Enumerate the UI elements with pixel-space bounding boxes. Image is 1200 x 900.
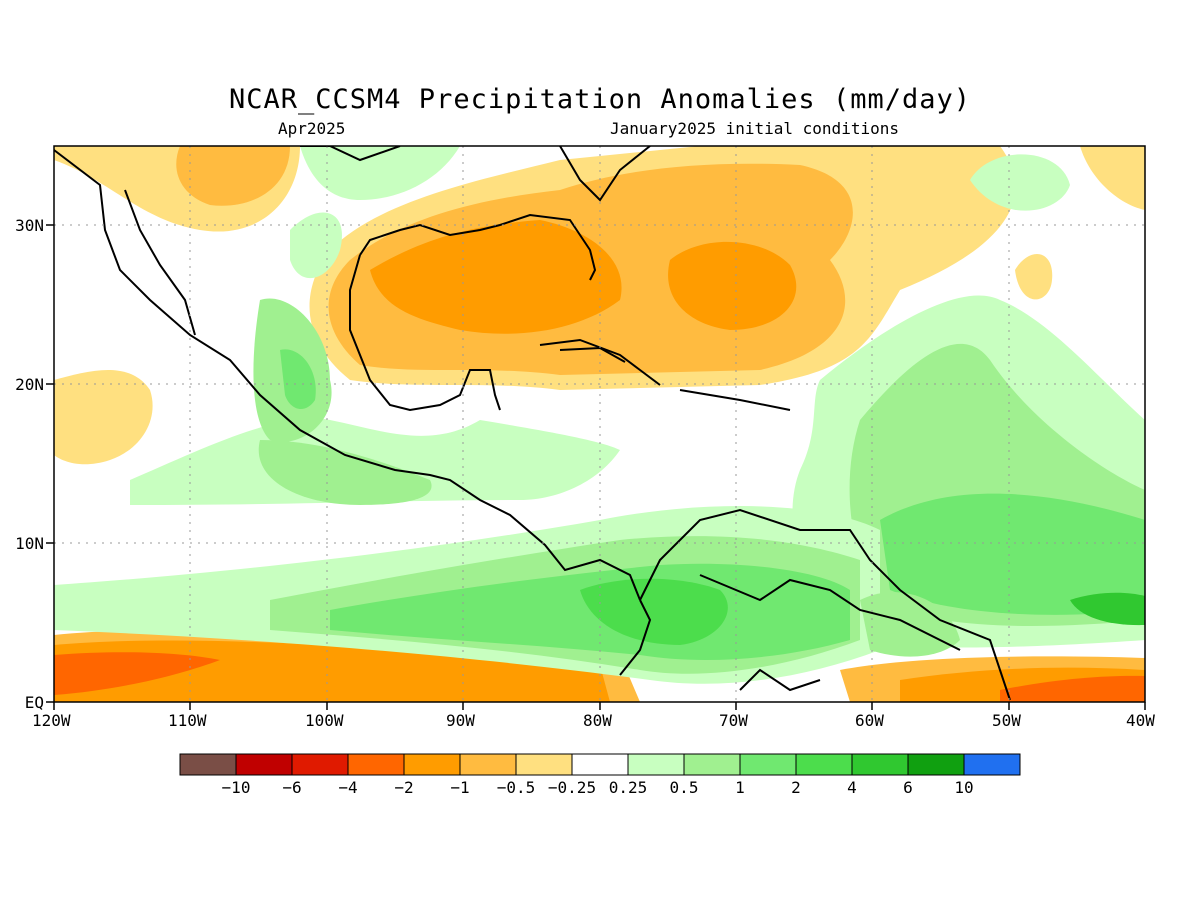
dry-band-equatorial-atlantic-red xyxy=(1000,675,1145,702)
lon-label-90w: 90W xyxy=(446,711,475,730)
lon-label-120w: 120W xyxy=(32,711,71,730)
colorbar-label: 2 xyxy=(791,778,801,797)
coastlines xyxy=(54,146,1011,701)
lat-label-eq: EQ xyxy=(24,693,44,712)
colorbar-swatch xyxy=(459,753,517,776)
lat-label-10n: 10N xyxy=(15,534,44,553)
colorbar-label: −0.5 xyxy=(497,778,536,797)
colorbar-label: −4 xyxy=(338,778,357,797)
dry-region-atlantic-orange xyxy=(668,241,797,330)
dry-region-small-atlantic xyxy=(1015,253,1053,300)
colorbar-swatch xyxy=(571,753,629,776)
wet-region-north-atlantic xyxy=(970,154,1070,211)
colorbar-label: −0.25 xyxy=(548,778,596,797)
initial-conditions-label: January2025 initial conditions xyxy=(610,119,899,138)
colorbar-swatch xyxy=(403,753,461,776)
chart-title: NCAR_CCSM4 Precipitation Anomalies (mm/d… xyxy=(229,84,971,115)
lon-label-70w: 70W xyxy=(719,711,748,730)
colorbar-label: 10 xyxy=(954,778,973,797)
lat-label-30n: 30N xyxy=(15,216,44,235)
colorbar-label: −6 xyxy=(282,778,301,797)
colorbar-swatch xyxy=(795,753,853,776)
wet-region-colombia-strong xyxy=(580,578,728,645)
axis-ticks xyxy=(46,224,1146,710)
dry-region-northeast-atlantic xyxy=(1080,146,1145,210)
colorbar-swatch xyxy=(515,753,573,776)
valid-month-label: Apr2025 xyxy=(278,119,346,138)
lon-label-40w: 40W xyxy=(1126,711,1155,730)
lon-label-110w: 110W xyxy=(168,711,207,730)
colorbar-swatch xyxy=(347,753,405,776)
wet-region-gulf-west xyxy=(290,212,342,279)
colorbar-label: 6 xyxy=(903,778,913,797)
colorbar-label: 1 xyxy=(735,778,745,797)
colorbar-label: −2 xyxy=(394,778,413,797)
wet-region-pacific-core xyxy=(330,563,850,660)
colorbar-label: 0.25 xyxy=(609,778,648,797)
colorbar-swatch xyxy=(963,753,1021,776)
dry-band-equatorial-pacific-red xyxy=(54,652,220,695)
wet-region-atlantic-strong xyxy=(1070,592,1145,626)
grid-lines xyxy=(54,146,1145,702)
colorbar-swatch xyxy=(627,753,685,776)
lon-label-50w: 50W xyxy=(992,711,1021,730)
colorbar-swatch xyxy=(907,753,965,776)
colorbar-swatch xyxy=(683,753,741,776)
wet-region-mexico-strong xyxy=(280,349,316,410)
colorbar-label: 4 xyxy=(847,778,857,797)
colorbar: −10 −6 −4 −2 −1 −0.5 −0.25 0.25 0.5 1 2 4 6 10 xyxy=(179,753,1021,797)
colorbar-swatch xyxy=(291,753,349,776)
colorbar-swatch xyxy=(179,753,237,776)
colorbar-swatch xyxy=(235,753,293,776)
lon-label-100w: 100W xyxy=(305,711,344,730)
lat-label-20n: 20N xyxy=(15,375,44,394)
lon-label-80w: 80W xyxy=(583,711,612,730)
dry-region-gulf-orange xyxy=(370,220,622,334)
wet-region-central-mid xyxy=(258,440,432,505)
colorbar-label: 0.5 xyxy=(670,778,699,797)
dry-region-mexico-core xyxy=(176,146,290,206)
colorbar-swatch xyxy=(739,753,797,776)
lon-label-60w: 60W xyxy=(855,711,884,730)
colorbar-label: −1 xyxy=(450,778,469,797)
colorbar-label: −10 xyxy=(222,778,251,797)
wet-region-southeast-us xyxy=(300,146,460,200)
colorbar-swatch xyxy=(851,753,909,776)
dry-region-east-pacific xyxy=(54,370,153,465)
wet-region-atlantic-core xyxy=(880,493,1145,615)
